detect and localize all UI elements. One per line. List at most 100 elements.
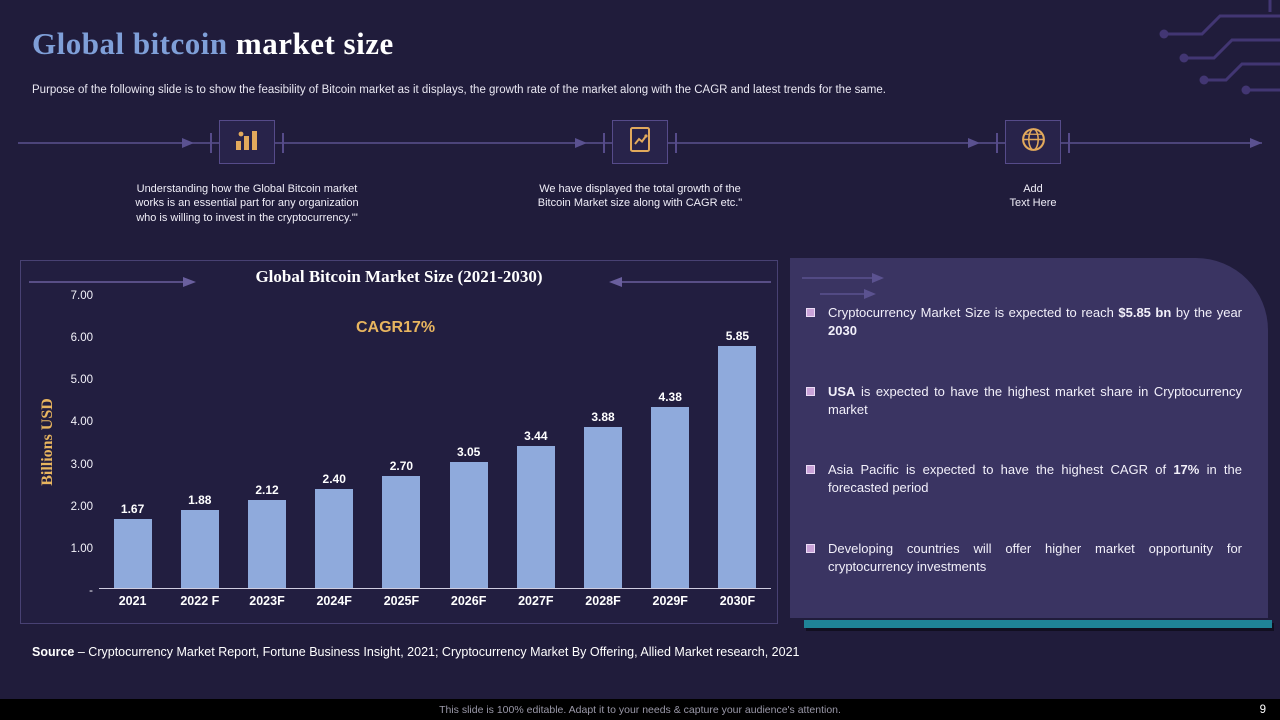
x-tick-label: 2029F xyxy=(652,594,688,608)
bar-column: 4.38 xyxy=(637,298,704,588)
growth-bars-icon xyxy=(233,128,261,157)
insight-item: Cryptocurrency Market Size is expected t… xyxy=(806,304,1242,340)
bar-value-label: 2.40 xyxy=(322,471,346,486)
bar xyxy=(315,488,354,588)
bar xyxy=(584,427,623,588)
globe-icon xyxy=(1020,126,1047,158)
insight-text-segment: USA xyxy=(828,383,856,399)
x-tick-label: 2028F xyxy=(585,594,621,608)
bar xyxy=(180,510,219,588)
bullet-square-icon xyxy=(806,543,815,553)
insight-text: Cryptocurrency Market Size is expected t… xyxy=(828,304,1242,340)
y-tick-label: 6.00 xyxy=(70,332,93,345)
x-tick-label: 2025F xyxy=(383,594,420,608)
y-tick-label: 1.00 xyxy=(70,542,93,555)
plot-area: 1.67 1.88 2.12 2.40 2.70 3.05 3.44 3.88 4.38 5.85 xyxy=(99,298,771,589)
chart-title-arrows xyxy=(29,277,771,287)
cagr-annotation: CAGR17% xyxy=(356,319,436,336)
bar-value-label: 3.05 xyxy=(456,444,481,459)
feature-report: We have displayed the total growth of th… xyxy=(524,120,756,211)
source-note: Source – Cryptocurrency Market Report, F… xyxy=(32,645,800,659)
insight-text-segment: by the year xyxy=(1171,305,1243,320)
footer-bar: This slide is 100% editable. Adapt it to… xyxy=(0,699,1280,720)
insight-item: Asia Pacific is expected to have the hig… xyxy=(806,461,1242,497)
bar-value-label: 3.88 xyxy=(591,410,615,425)
insight-text-segment: 2030 xyxy=(828,323,857,339)
panel-arrow-decoration xyxy=(802,273,884,299)
feature-icon-box xyxy=(210,120,284,164)
bar-value-label: 4.38 xyxy=(658,389,682,404)
feature-text: Understanding how the Global Bitcoin mar… xyxy=(135,183,359,224)
bar-column: 5.85 xyxy=(704,298,771,588)
bar xyxy=(718,345,757,588)
bar-column: 3.05 xyxy=(435,298,502,588)
bar-column: 1.67 xyxy=(99,298,166,588)
bar xyxy=(113,518,152,588)
feature-add-text: Add Text Here xyxy=(917,120,1149,211)
bar xyxy=(248,500,286,588)
teal-accent-bar xyxy=(804,620,1272,628)
insight-text: Asia Pacific is expected to have the hig… xyxy=(828,461,1242,497)
bar-value-label: 1.88 xyxy=(188,493,212,508)
insight-item: USA is expected to have the highest mark… xyxy=(806,383,1242,419)
source-label: Source xyxy=(32,645,75,659)
bar-value-label: 2.12 xyxy=(255,483,279,498)
bar xyxy=(516,445,555,588)
y-tick-label: 5.00 xyxy=(70,374,93,387)
feature-text: We have displayed the total growth of th… xyxy=(537,183,743,210)
bar-column: 1.88 xyxy=(166,298,233,588)
bars-area: 1.67 1.88 2.12 2.40 2.70 3.05 3.44 3.88 4.38 5.85 xyxy=(99,298,771,588)
insight-text-segment: Asia Pacific is expected to have the hig… xyxy=(828,462,1174,478)
bar xyxy=(449,461,488,588)
y-tick-label: 3.00 xyxy=(70,458,93,471)
feature-icon-box xyxy=(603,120,677,164)
y-tick-label: 2.00 xyxy=(70,500,93,513)
title-accent: Global bitcoin xyxy=(32,26,236,61)
footer-note: This slide is 100% editable. Adapt it to… xyxy=(439,703,841,716)
subtitle: Purpose of the following slide is to sho… xyxy=(32,84,886,96)
insight-text-segment: is expected to have the highest market s… xyxy=(828,383,1242,417)
y-tick-label: 7.00 xyxy=(70,290,93,302)
feature-growth: Understanding how the Global Bitcoin mar… xyxy=(131,120,363,225)
title-rest: market size xyxy=(235,26,394,61)
chart-title: Global Bitcoin Market Size (2021-2030) xyxy=(255,267,543,286)
bar xyxy=(382,476,421,588)
bar-column: 2.70 xyxy=(368,298,435,588)
insights-list: Cryptocurrency Market Size is expected t… xyxy=(790,258,1268,618)
insight-text-segment: in the forecasted period xyxy=(828,462,1242,496)
x-tick-label: 2026F xyxy=(450,594,487,608)
bar-column: 2.12 xyxy=(233,298,300,588)
bullet-square-icon xyxy=(806,465,815,475)
bullet-square-icon xyxy=(806,308,815,317)
report-chart-icon xyxy=(628,126,652,158)
insight-text: USA is expected to have the highest mark… xyxy=(828,383,1242,419)
x-axis-labels: 2021 2022 F 2023F 2024F 2025F 2026F 2027F 2028F… xyxy=(99,594,771,608)
insight-item: Developing countries will offer higher m… xyxy=(806,540,1242,576)
chart-panel: Global Bitcoin Market Size (2021-2030) C… xyxy=(20,260,778,624)
insight-text-segment: Developing countries will offer higher m… xyxy=(828,540,1242,574)
bar-column: 2.40 xyxy=(301,298,368,588)
x-tick-label: 2024F xyxy=(316,594,352,608)
feature-icon-box xyxy=(996,120,1070,164)
bar-value-label: 2.70 xyxy=(389,459,414,474)
y-axis-ticks: 7.00 6.00 5.00 4.00 3.00 2.00 1.00 - xyxy=(49,290,93,597)
x-tick-label: 2022 F xyxy=(180,594,220,608)
circuit-decoration xyxy=(1159,0,1280,95)
bar-column: 3.88 xyxy=(569,298,636,588)
insight-text-segment: Cryptocurrency Market Size is expected t… xyxy=(828,305,1119,320)
page-number: 9 xyxy=(1259,703,1266,716)
feature-text: Add Text Here xyxy=(1009,183,1057,210)
x-tick-label: 2021 xyxy=(118,594,147,608)
insight-text: Developing countries will offer higher m… xyxy=(828,540,1242,576)
bar-value-label: 3.44 xyxy=(524,428,548,443)
y-tick-label: 4.00 xyxy=(70,416,93,429)
x-tick-label: 2027F xyxy=(518,594,554,608)
bar-column: 3.44 xyxy=(502,298,569,588)
bar-value-label: 1.67 xyxy=(120,501,145,516)
bar xyxy=(651,406,690,588)
insights-panel: Cryptocurrency Market Size is expected t… xyxy=(790,258,1268,618)
x-tick-label: 2030F xyxy=(719,594,756,608)
insight-text-segment: $5.85 bn xyxy=(1118,305,1172,320)
bullet-square-icon xyxy=(806,386,815,396)
